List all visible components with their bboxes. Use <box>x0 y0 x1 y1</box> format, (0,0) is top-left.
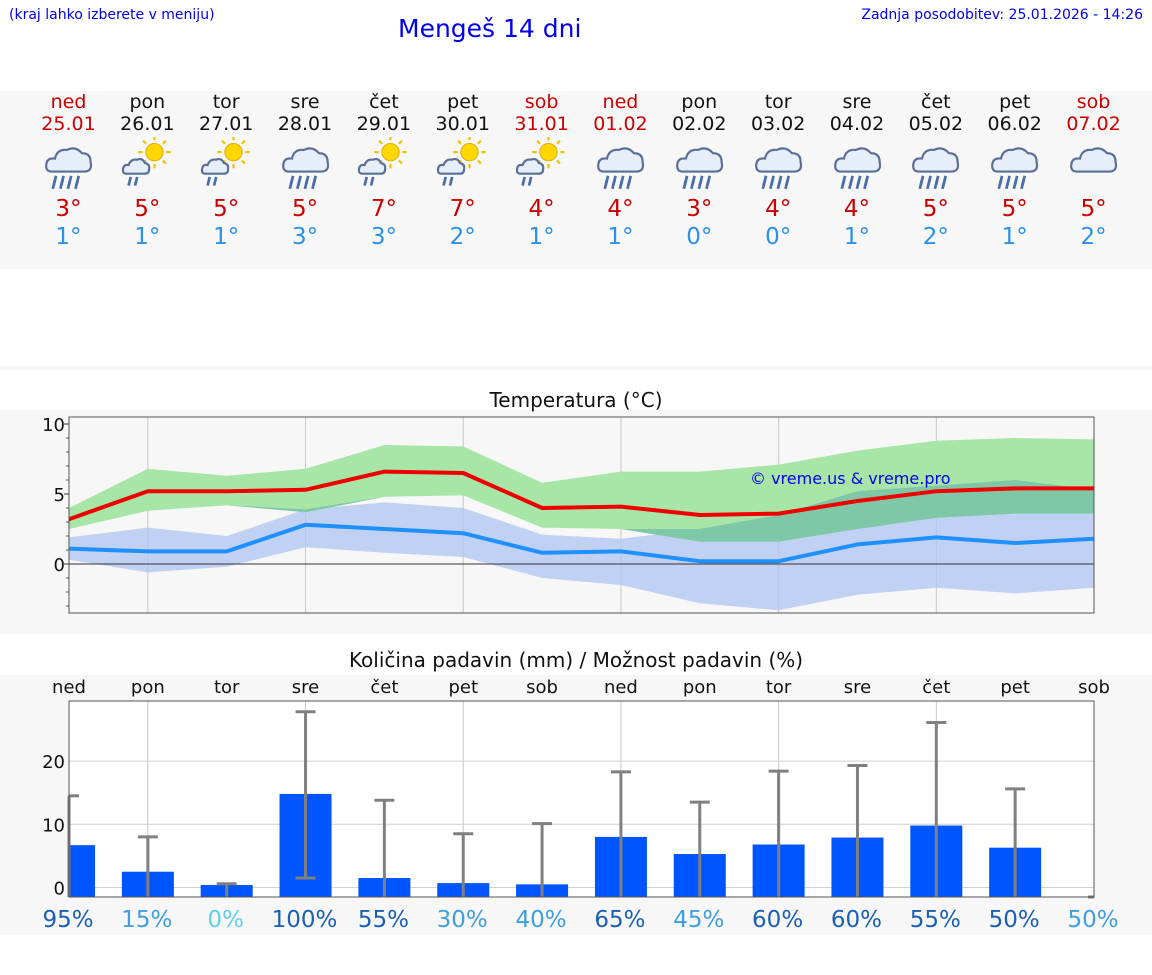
cloud-rain-icon <box>912 147 960 190</box>
day-card: ned 25.01 3° 1° <box>29 91 108 251</box>
day-name: tor <box>212 91 240 113</box>
temp-max: 4° <box>843 196 871 222</box>
temp-max: 5° <box>1080 196 1107 222</box>
day-name: sob <box>1076 91 1111 113</box>
day-card: sre 04.02 4° 1° <box>818 91 897 251</box>
location-menu-hint: (kraj lahko izberete v meniju) <box>9 7 215 23</box>
sun-cloud-rain-icon <box>121 137 171 186</box>
day-name: sre <box>842 91 872 113</box>
day-card: čet 29.01 7° 3° <box>344 91 423 251</box>
day-card: pet 30.01 7° 2° <box>423 91 502 251</box>
day-card: pon 26.01 5° 1° <box>108 91 187 251</box>
day-date: 04.02 <box>829 113 885 135</box>
cloud-rain-icon <box>597 147 645 190</box>
day-date: 25.01 <box>41 113 96 135</box>
day-card: ned 01.02 4° 1° <box>581 91 660 251</box>
day-name: sre <box>290 91 320 113</box>
day-name: sob <box>524 91 559 113</box>
last-update: Zadnja posodobitev: 25.01.2026 - 14:26 <box>861 7 1143 23</box>
cloud-rain-icon <box>833 147 881 190</box>
temp-min: 1° <box>528 224 555 250</box>
temp-min: 0° <box>686 224 713 250</box>
day-card: čet 05.02 5° 2° <box>896 91 975 251</box>
temp-min: 2° <box>1080 224 1107 250</box>
day-card: tor 03.02 4° 0° <box>739 91 818 251</box>
temp-min: 0° <box>765 224 792 250</box>
day-date: 01.02 <box>593 113 648 135</box>
temp-max: 7° <box>370 196 397 222</box>
day-name: ned <box>602 91 639 113</box>
temp-min: 3° <box>370 224 397 250</box>
temp-max: 5° <box>213 196 240 222</box>
day-card: sre 28.01 5° 3° <box>266 91 345 251</box>
temp-min: 1° <box>607 224 634 250</box>
day-card: sob 07.02 5° 2° <box>1054 91 1133 251</box>
day-name: ned <box>50 91 87 113</box>
temperature-chart-title: Temperatura (°C) <box>489 388 663 412</box>
day-name: pet <box>999 91 1031 113</box>
temp-min: 3° <box>291 224 319 250</box>
temp-max: 3° <box>686 196 713 222</box>
temp-min: 1° <box>55 224 82 250</box>
precipitation-chart-title: Količina padavin (mm) / Možnost padavin … <box>348 648 804 672</box>
daily-forecast-strip: ned 25.01 3° 1° pon 26.01 5° 1° tor 27.01 5° 1° sre 2… <box>0 91 1152 269</box>
day-date: 27.01 <box>198 113 254 135</box>
temp-max: 5° <box>291 196 319 222</box>
temp-max: 4° <box>765 196 792 222</box>
temp-max: 5° <box>1001 196 1028 222</box>
cloud-rain-icon <box>675 147 723 190</box>
cloud-rain-icon <box>754 147 802 190</box>
temp-max: 3° <box>55 196 82 222</box>
day-date: 30.01 <box>435 113 490 135</box>
day-card: tor 27.01 5° 1° <box>187 91 266 251</box>
temp-max: 5° <box>922 196 949 222</box>
temp-min: 2° <box>449 224 476 250</box>
cloud-rain-icon <box>45 147 93 190</box>
temp-max: 5° <box>134 196 161 222</box>
day-card: pet 06.02 5° 1° <box>975 91 1054 251</box>
day-date: 06.02 <box>987 113 1042 135</box>
cloud-rain-icon <box>281 147 329 190</box>
temp-max: 4° <box>528 196 555 222</box>
day-card: pon 02.02 3° 0° <box>660 91 739 251</box>
precipitation-panel <box>0 675 1152 935</box>
day-date: 31.01 <box>514 113 569 135</box>
temp-max: 4° <box>607 196 634 222</box>
day-date: 29.01 <box>356 113 412 135</box>
day-date: 28.01 <box>277 113 333 135</box>
day-date: 07.02 <box>1066 113 1121 135</box>
day-name: pet <box>447 91 479 113</box>
day-name: čet <box>921 91 951 113</box>
day-date: 02.02 <box>672 113 727 135</box>
day-name: čet <box>369 91 399 113</box>
day-date: 05.02 <box>908 113 964 135</box>
day-card: sob 31.01 4° 1° <box>502 91 581 251</box>
temp-max: 7° <box>449 196 476 222</box>
cloud-icon <box>1070 147 1118 173</box>
day-date: 26.01 <box>120 113 175 135</box>
temp-min: 1° <box>134 224 161 250</box>
temp-min: 1° <box>843 224 871 250</box>
day-name: tor <box>764 91 792 113</box>
sun-cloud-rain-icon <box>200 137 250 186</box>
day-date: 03.02 <box>750 113 806 135</box>
cloud-rain-icon <box>991 147 1039 190</box>
day-name: pon <box>129 91 166 113</box>
temp-min: 1° <box>213 224 240 250</box>
day-name: pon <box>681 91 718 113</box>
temperature-panel <box>0 410 1152 634</box>
page-title: Mengeš 14 dni <box>398 14 582 43</box>
divider <box>0 366 1152 370</box>
sun-cloud-rain-icon <box>515 137 565 186</box>
sun-cloud-rain-icon <box>358 137 408 186</box>
sun-cloud-rain-icon <box>437 137 486 186</box>
temp-min: 1° <box>1001 224 1028 250</box>
temp-min: 2° <box>922 224 949 250</box>
